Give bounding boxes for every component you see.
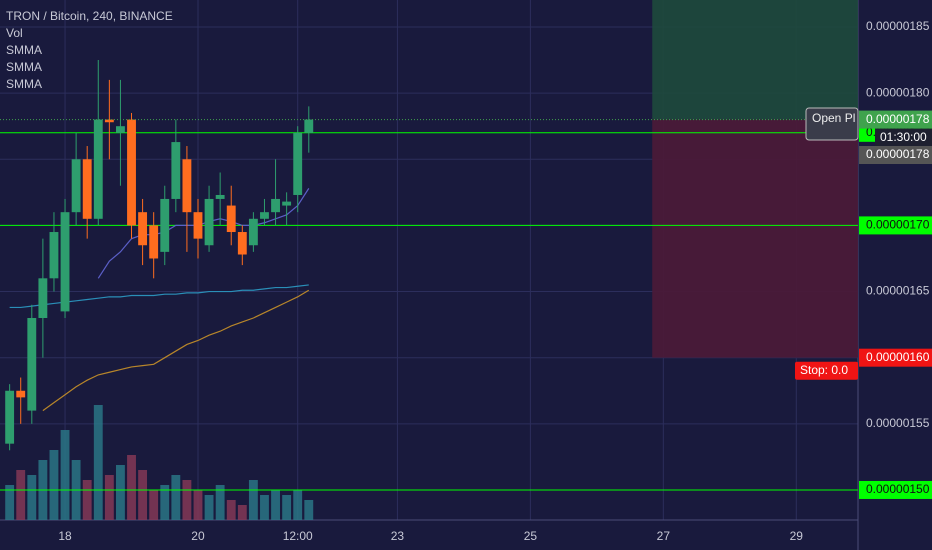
candle-body — [49, 232, 59, 279]
volume-bar — [116, 465, 125, 520]
volume-bar — [5, 485, 15, 520]
crosshair-label: 0.00000178 — [866, 147, 930, 161]
legend-entry: SMMA — [6, 43, 42, 57]
x-tick-label: 27 — [657, 529, 671, 543]
volume-bar — [182, 480, 192, 520]
x-tick-label: 18 — [58, 529, 72, 543]
candle-body — [160, 198, 170, 252]
volume-bar — [60, 430, 70, 520]
crosshair-badge — [859, 146, 932, 164]
candle-body — [127, 119, 136, 226]
candle-body — [93, 119, 103, 219]
candle-body — [82, 159, 92, 219]
candle-body — [226, 205, 236, 233]
volume-bar — [138, 470, 148, 520]
volume-bar — [282, 495, 292, 520]
x-tick-label: 25 — [524, 529, 538, 543]
level-badge — [859, 480, 932, 499]
legend-entry: SMMA — [6, 77, 42, 91]
volume-bar — [226, 500, 236, 520]
candle-body — [182, 159, 192, 213]
candle-body — [271, 198, 280, 213]
open-pl-label: Open Pl — [812, 111, 855, 125]
volume-bar — [127, 455, 136, 520]
candle-body — [16, 390, 26, 398]
y-tick-label: 0.00000165 — [866, 284, 930, 298]
price-badge — [859, 110, 932, 129]
price-label: 0.00000178 — [866, 112, 930, 126]
chart-title: TRON / Bitcoin, 240, BINANCE — [6, 9, 173, 23]
volume-bar — [16, 470, 26, 520]
stop-label-box — [795, 361, 858, 380]
candle-body — [138, 212, 148, 246]
volume-bar — [215, 485, 225, 520]
x-tick-label: 20 — [191, 529, 205, 543]
countdown-badge — [875, 128, 932, 147]
candle-body — [149, 225, 159, 259]
smma-line — [97, 188, 310, 279]
volume-bar — [248, 480, 258, 520]
smma-line — [42, 289, 310, 412]
level-badge — [859, 216, 932, 235]
profit-zone — [652, 0, 858, 120]
volume-bar — [49, 450, 59, 520]
legend-entry: Vol — [6, 26, 23, 40]
candle-body — [38, 278, 48, 319]
loss-zone — [652, 119, 858, 358]
volume-bar — [160, 485, 170, 520]
candle-body — [5, 390, 15, 444]
volume-bar — [27, 475, 37, 520]
candle-body — [204, 198, 214, 246]
candle-body — [27, 318, 37, 411]
candle-body — [248, 218, 258, 246]
stop-value-label: 0.00000160 — [866, 350, 930, 364]
candle-body — [71, 159, 81, 213]
y-tick-label: 0.00000180 — [866, 85, 930, 99]
countdown: 01:30:00 — [880, 130, 927, 144]
volume-bar — [193, 490, 203, 520]
volume-bar — [93, 405, 103, 520]
x-tick-label: 23 — [391, 529, 405, 543]
open-pl-box — [805, 107, 859, 141]
volume-bar — [237, 505, 247, 520]
volume-bar — [271, 490, 280, 520]
volume-bar — [171, 475, 181, 520]
candle-body — [293, 132, 303, 195]
y-tick-label: 0.00000155 — [866, 416, 930, 430]
smma-line — [9, 284, 309, 309]
volume-bar — [104, 475, 114, 520]
candle-body — [60, 212, 70, 312]
volume-bar — [304, 500, 314, 520]
level-label: 0.00000170 — [866, 218, 930, 232]
candle-body — [116, 126, 125, 133]
volume-bar — [204, 495, 214, 520]
volume-bar — [149, 490, 159, 520]
level-label: 0.00000150 — [866, 482, 930, 496]
volume-bar — [82, 480, 92, 520]
candle-body — [260, 212, 269, 219]
candle-body — [104, 119, 114, 123]
candle-body — [193, 212, 203, 239]
candle-body — [282, 201, 292, 206]
legend-entry: SMMA — [6, 60, 42, 74]
candle-body — [171, 142, 181, 199]
candle-body — [215, 194, 225, 199]
y-tick-label: 0.00000185 — [866, 19, 930, 33]
candle-body — [304, 119, 314, 133]
stop-label: Stop: 0.0 — [800, 363, 848, 377]
volume-bar — [293, 490, 303, 520]
candle-body — [237, 232, 247, 255]
x-tick-label: 12:00 — [283, 529, 313, 543]
x-tick-label: 29 — [790, 529, 804, 543]
volume-bar — [260, 495, 269, 520]
stop-badge — [859, 348, 932, 367]
